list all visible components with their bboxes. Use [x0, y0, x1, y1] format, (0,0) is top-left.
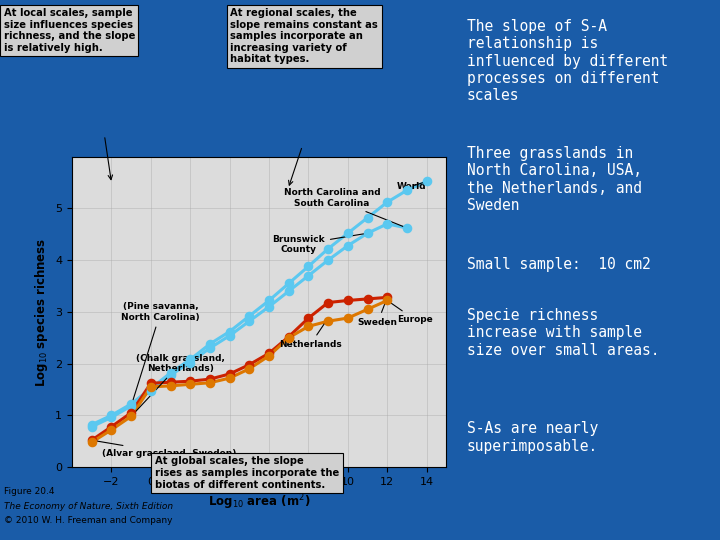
Text: Figure 20.4: Figure 20.4: [4, 487, 54, 496]
Point: [302, 314, 314, 322]
Point: [204, 375, 216, 383]
Point: [165, 369, 176, 377]
Text: At local scales, sample
size influences species
richness, and the slope
is relat: At local scales, sample size influences …: [4, 8, 135, 53]
Point: [86, 422, 97, 431]
Point: [302, 271, 314, 280]
Point: [106, 426, 117, 434]
Point: [165, 378, 176, 387]
Point: [382, 198, 393, 206]
Text: Brunswick
County: Brunswick County: [272, 234, 365, 254]
Point: [184, 355, 196, 364]
Text: The Economy of Nature, Sixth Edition: The Economy of Nature, Sixth Edition: [4, 502, 173, 511]
Point: [382, 296, 393, 305]
Point: [362, 229, 374, 238]
Point: [165, 382, 176, 390]
Point: [145, 386, 156, 395]
Point: [184, 377, 196, 386]
Point: [362, 213, 374, 222]
Point: [342, 314, 354, 322]
Point: [243, 364, 255, 373]
Point: [125, 400, 137, 408]
Point: [184, 358, 196, 367]
Point: [243, 317, 255, 326]
Point: [125, 412, 137, 421]
Point: [342, 296, 354, 305]
Point: [302, 262, 314, 271]
Point: [145, 379, 156, 388]
Point: [86, 438, 97, 447]
Point: [342, 241, 354, 250]
Point: [342, 229, 354, 238]
Point: [283, 279, 294, 288]
Point: [204, 344, 216, 353]
Point: [204, 379, 216, 387]
Point: [283, 287, 294, 295]
Text: Europe: Europe: [390, 302, 433, 324]
Point: [362, 305, 374, 314]
Text: Sweden: Sweden: [358, 300, 397, 327]
Point: [243, 360, 255, 369]
Point: [224, 369, 235, 378]
Text: (Pine savanna,
North Carolina): (Pine savanna, North Carolina): [122, 302, 200, 403]
Text: The slope of S-A
relationship is
influenced by different
processes on different
: The slope of S-A relationship is influen…: [467, 19, 668, 104]
Point: [264, 296, 275, 305]
Point: [106, 413, 117, 422]
Point: [401, 186, 413, 194]
Point: [106, 411, 117, 420]
Point: [204, 340, 216, 348]
Point: [382, 293, 393, 302]
Point: [165, 370, 176, 379]
Point: [106, 422, 117, 431]
Point: [302, 322, 314, 330]
Point: [283, 332, 294, 341]
Point: [224, 332, 235, 340]
X-axis label: Log$_{10}$ area (m$^2$): Log$_{10}$ area (m$^2$): [208, 492, 310, 512]
Point: [323, 245, 334, 253]
Text: (Alvar grassland, Sweden): (Alvar grassland, Sweden): [94, 441, 236, 458]
Point: [264, 349, 275, 357]
Text: At global scales, the slope
rises as samples incorporate the
biotas of different: At global scales, the slope rises as sam…: [155, 456, 339, 489]
Point: [224, 374, 235, 382]
Point: [421, 177, 433, 186]
Point: [184, 380, 196, 389]
Text: © 2010 W. H. Freeman and Company: © 2010 W. H. Freeman and Company: [4, 516, 172, 525]
Text: North Carolina and
South Carolina: North Carolina and South Carolina: [284, 188, 405, 227]
Text: (Chalk grassland,
Netherlands): (Chalk grassland, Netherlands): [133, 354, 225, 414]
Y-axis label: Log$_{10}$ species richness: Log$_{10}$ species richness: [32, 237, 50, 387]
Text: S-As are nearly
superimposable.: S-As are nearly superimposable.: [467, 421, 598, 454]
Text: Netherlands: Netherlands: [279, 320, 342, 349]
Text: World: World: [397, 181, 427, 191]
Point: [125, 402, 137, 410]
Text: Three grasslands in
North Carolina, USA,
the Netherlands, and
Sweden: Three grasslands in North Carolina, USA,…: [467, 146, 642, 213]
Point: [362, 295, 374, 303]
Point: [145, 384, 156, 393]
Point: [125, 408, 137, 417]
Point: [224, 327, 235, 336]
Point: [382, 220, 393, 228]
Point: [243, 312, 255, 320]
Text: Specie richness
increase with sample
size over small areas.: Specie richness increase with sample siz…: [467, 308, 659, 357]
Point: [86, 436, 97, 444]
Point: [86, 420, 97, 429]
Point: [283, 333, 294, 342]
Point: [323, 298, 334, 307]
Point: [323, 317, 334, 326]
Point: [264, 302, 275, 311]
Point: [264, 352, 275, 360]
Point: [145, 382, 156, 391]
Point: [401, 224, 413, 232]
Text: At regional scales, the
slope remains constant as
samples incorporate an
increas: At regional scales, the slope remains co…: [230, 8, 378, 64]
Point: [323, 256, 334, 265]
Text: Small sample:  10 cm2: Small sample: 10 cm2: [467, 256, 650, 272]
